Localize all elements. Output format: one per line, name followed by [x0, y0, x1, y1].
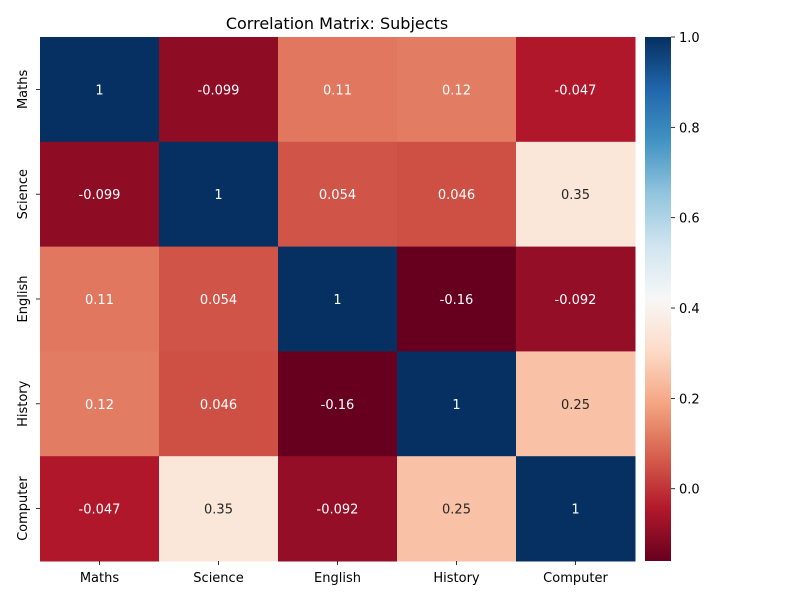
heatmap-cell — [40, 351, 160, 457]
y-axis: Maths Science English History Computer — [16, 70, 40, 541]
heatmap-cell — [278, 37, 398, 143]
heatmap-cell — [516, 141, 636, 248]
heatmap-cells: 1 -0.099 0.11 0.12 -0.047 -0.099 1 0.054 0.046 0.… — [40, 37, 636, 562]
colorbar-tick-label: 0.0 — [679, 483, 700, 498]
y-tick-label: English — [16, 276, 31, 323]
heatmap-cell — [278, 456, 398, 562]
heatmap-cell — [397, 456, 517, 562]
heatmap-cell — [159, 141, 279, 248]
heatmap-cell — [40, 246, 160, 352]
colorbar-tick-label: 1.0 — [679, 31, 700, 46]
heatmap-cell — [278, 351, 398, 457]
cell-value-label: 1 — [214, 188, 222, 203]
heatmap-cell — [278, 246, 398, 352]
heatmap-cell — [397, 37, 517, 143]
cell-value-label: -0.16 — [321, 398, 355, 413]
y-tick-label: History — [16, 380, 31, 427]
cell-value-label: 0.35 — [204, 503, 233, 518]
chart-title: Correlation Matrix: Subjects — [226, 14, 448, 33]
cell-value-label: 0.046 — [200, 398, 237, 413]
x-tick-label: English — [314, 571, 361, 586]
heatmap-cell — [516, 37, 636, 143]
cell-value-label: -0.099 — [79, 188, 121, 203]
colorbar-tick-label: 0.2 — [679, 392, 700, 407]
heatmap-cell — [397, 246, 517, 352]
cell-value-label: 0.11 — [323, 83, 352, 98]
heatmap-cell — [159, 456, 279, 562]
cell-value-label: 0.054 — [200, 293, 237, 308]
y-tick-label: Computer — [16, 476, 31, 541]
cell-value-label: -0.092 — [555, 293, 597, 308]
colorbar: 0.0 0.2 0.4 0.6 0.8 1.0 — [645, 31, 700, 561]
heatmap-cell — [40, 37, 160, 143]
cell-value-label: 0.12 — [85, 398, 114, 413]
cell-value-label: 0.12 — [442, 83, 471, 98]
x-axis: Maths Science English History Computer — [80, 561, 608, 586]
heatmap-cell — [159, 246, 279, 352]
heatmap-cell — [516, 246, 636, 352]
cell-value-label: 1 — [95, 83, 103, 98]
cell-value-label: -0.099 — [198, 83, 240, 98]
heatmap-cell — [397, 351, 517, 457]
x-tick-label: Science — [193, 571, 243, 586]
heatmap-cell — [40, 456, 160, 562]
colorbar-tick-label: 0.8 — [679, 121, 700, 136]
cell-value-label: 1 — [571, 503, 579, 518]
y-tick-label: Maths — [16, 70, 31, 110]
cell-value-label: 0.054 — [319, 188, 356, 203]
cell-value-label: 0.25 — [442, 503, 471, 518]
heatmap-cell — [278, 141, 398, 248]
cell-value-label: 0.25 — [561, 398, 590, 413]
y-tick-label: Science — [16, 169, 31, 219]
heatmap-cell — [159, 37, 279, 143]
cell-value-label: 1 — [452, 398, 460, 413]
cell-value-label: 1 — [333, 293, 341, 308]
heatmap-cell — [516, 351, 636, 457]
heatmap-cell — [516, 456, 636, 562]
cell-value-label: 0.11 — [85, 293, 114, 308]
heatmap-cell — [159, 351, 279, 457]
cell-value-label: -0.16 — [440, 293, 474, 308]
colorbar-tick-label: 0.4 — [679, 302, 700, 317]
colorbar-tick-label: 0.6 — [679, 212, 700, 227]
heatmap-cell — [40, 141, 160, 248]
colorbar-gradient — [645, 37, 671, 561]
cell-value-label: 0.046 — [438, 188, 475, 203]
x-tick-label: Computer — [543, 571, 608, 586]
cell-value-label: -0.047 — [555, 83, 597, 98]
cell-value-label: -0.092 — [317, 503, 359, 518]
x-tick-label: History — [433, 571, 480, 586]
cell-value-label: -0.047 — [79, 503, 121, 518]
cell-value-label: 0.35 — [561, 188, 590, 203]
heatmap-cell — [397, 141, 517, 248]
x-tick-label: Maths — [80, 571, 120, 586]
